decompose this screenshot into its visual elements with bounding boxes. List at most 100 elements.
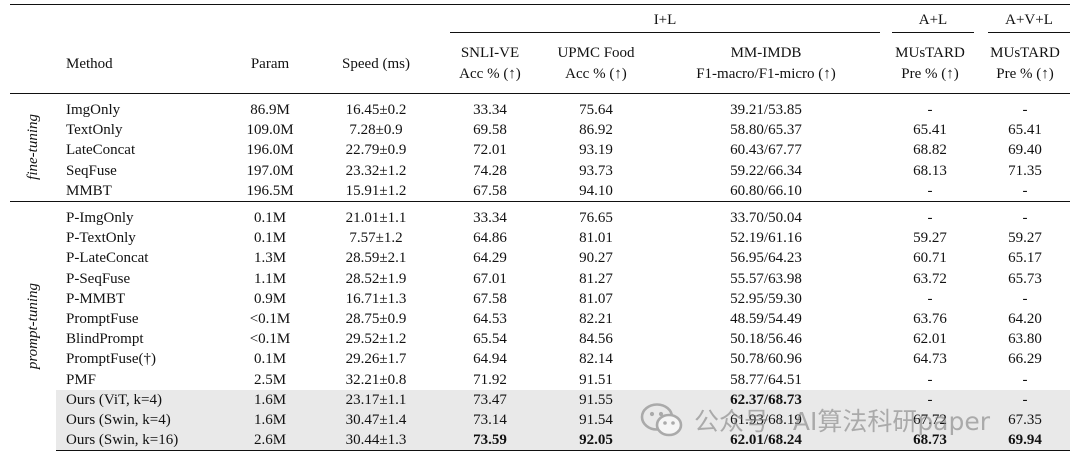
cell-upmc: 81.27: [579, 270, 613, 287]
cell-method: PromptFuse: [66, 311, 139, 328]
cell-method: P-MMBT: [66, 290, 126, 307]
table-row: PMF 2.5M 32.21±0.8 71.92 91.51 58.77/64.51 - -: [10, 370, 1070, 390]
cell-param: 109.0M: [246, 122, 294, 139]
cell-must-al: 63.76: [913, 311, 947, 328]
cell-upmc: 82.14: [579, 351, 613, 368]
cell-param: 196.5M: [246, 182, 294, 199]
cell-must-al: 68.82: [913, 142, 947, 159]
cell-method: PromptFuse(†): [66, 351, 156, 368]
col-header-upmc: UPMC Food Acc % (↑): [540, 35, 652, 94]
cell-must-al: 64.73: [913, 351, 947, 368]
section-divider: [10, 201, 1070, 209]
table-row: P-SeqFuse 1.1M 28.52±1.9 67.01 81.27 55.57/63…: [10, 269, 1070, 289]
cell-speed: 7.28±0.9: [349, 122, 403, 139]
cell-mmimdb: 60.43/67.77: [730, 142, 802, 159]
cell-must-avl: 64.20: [1008, 311, 1042, 328]
cell-snli: 64.86: [473, 230, 507, 247]
table-body: fine-tuning ImgOnly 86.9M 16.45±0.2 33.34 75.…: [10, 94, 1070, 452]
section-label: prompt-tuning: [24, 283, 41, 370]
cell-mmimdb: 56.95/64.23: [730, 250, 802, 267]
cell-must-avl: -: [1022, 210, 1028, 227]
watermark-text: 公众号 · AI算法科研paper: [694, 407, 991, 436]
cell-must-avl: 71.35: [1008, 162, 1042, 179]
group-label-al: A+L: [918, 11, 948, 28]
group-label-avl: A+V+L: [1005, 11, 1053, 28]
cell-upmc: 82.21: [579, 311, 613, 328]
cell-must-avl: 69.40: [1008, 142, 1042, 159]
cell-method: LateConcat: [66, 142, 136, 159]
cell-mmimdb: 50.78/60.96: [730, 351, 802, 368]
cell-must-avl: -: [1022, 371, 1028, 388]
col-header-mustard-avl: MUsTARD Pre % (↑): [980, 35, 1070, 94]
cell-upmc: 91.51: [579, 371, 613, 388]
cell-snli: 74.28: [473, 162, 507, 179]
cell-param: 2.6M: [228, 430, 312, 452]
cell-mmimdb: 62.37/68.73: [652, 389, 880, 411]
cell-method: MMBT: [66, 182, 112, 199]
cell-must-avl: 63.80: [1008, 331, 1042, 348]
cell-upmc: 81.07: [579, 290, 613, 307]
cell-must-al: -: [927, 371, 933, 388]
cell-speed: 28.75±0.9: [345, 311, 407, 328]
cell-must-al: 62.01: [913, 331, 947, 348]
cell-param: 1.3M: [253, 250, 287, 267]
cell-upmc: 84.56: [579, 331, 613, 348]
cell-upmc: 86.92: [579, 122, 613, 139]
cell-method: P-ImgOnly: [66, 210, 134, 227]
col-header-param: Param: [228, 35, 312, 94]
cell-must-al: -: [927, 182, 933, 199]
cell-upmc: 91.55: [540, 389, 652, 411]
cell-upmc: 94.10: [579, 182, 613, 199]
cell-upmc: 75.64: [579, 102, 613, 118]
table-row: prompt-tuning P-ImgOnly 0.1M 21.01±1.1 33.34…: [10, 208, 1070, 369]
cell-must-avl: 67.35: [980, 410, 1070, 431]
cell-mmimdb: 50.18/56.46: [730, 331, 802, 348]
table-row: Ours (Swin, k=4) 1.6M 30.47±1.4 73.14 91.54 6…: [10, 410, 1070, 431]
cell-method: ImgOnly: [66, 102, 121, 118]
cell-mmimdb: 61.93/68.19: [652, 410, 880, 431]
cell-must-al: 60.71: [913, 250, 947, 267]
col-header-speed: Speed (ms): [312, 35, 440, 94]
cell-mmimdb: 60.80/66.10: [730, 182, 802, 199]
cell-param: <0.1M: [249, 331, 291, 348]
cell-mmimdb: 48.59/54.49: [730, 311, 802, 328]
cell-param: 197.0M: [246, 162, 294, 179]
col-header-snli: SNLI-VE Acc % (↑): [440, 35, 540, 94]
cell-speed: 16.71±1.3: [345, 290, 407, 307]
cell-speed: 16.45±0.2: [345, 102, 407, 118]
cell-param: 1.6M: [228, 410, 312, 431]
table-row: SeqFuse 197.0M 23.32±1.2 74.28 93.73 59.22/66…: [10, 161, 1070, 181]
cell-speed: 29.26±1.7: [345, 351, 407, 368]
cell-method: Ours (Swin, k=16): [56, 430, 228, 452]
cell-speed: 30.44±1.3: [312, 430, 440, 452]
cell-speed: 21.01±1.1: [345, 210, 407, 227]
cell-must-avl: 66.29: [1008, 351, 1042, 368]
section-label: fine-tuning: [24, 114, 41, 181]
cell-param: 0.1M: [253, 210, 287, 227]
cell-param: 1.1M: [253, 270, 287, 287]
cell-mmimdb: 59.22/66.34: [730, 162, 802, 179]
cell-snli: 69.58: [473, 122, 507, 139]
table-row: P-TextOnly 0.1M 7.57±1.2 64.86 81.01 52.19/61…: [10, 228, 1070, 248]
wechat-icon: [640, 403, 683, 437]
cell-snli: 64.53: [473, 311, 507, 328]
cell-snli: 73.14: [440, 410, 540, 431]
cell-upmc: 90.27: [579, 250, 613, 267]
cell-mmimdb: 39.21/53.85: [730, 102, 802, 118]
cell-must-al: 67.72: [880, 410, 980, 431]
cell-upmc: 91.54: [540, 410, 652, 431]
col-header-mustard-al: MUsTARD Pre % (↑): [880, 35, 980, 94]
cell-must-al: 68.13: [913, 162, 947, 179]
table-row: P-MMBT 0.9M 16.71±1.3 67.58 81.07 52.95/59.30…: [10, 289, 1070, 309]
cell-must-al: 59.27: [913, 230, 947, 247]
cell-mmimdb: 52.19/61.16: [730, 230, 802, 247]
cell-mmimdb: 58.80/65.37: [730, 122, 802, 139]
cell-must-avl: -: [1022, 290, 1028, 307]
cell-must-avl: 59.27: [1008, 230, 1042, 247]
cell-speed: 23.32±1.2: [345, 162, 407, 179]
cell-param: 1.6M: [228, 389, 312, 411]
cell-method: SeqFuse: [66, 162, 117, 179]
cell-method: P-LateConcat: [66, 250, 149, 267]
table-row: TextOnly 109.0M 7.28±0.9 69.58 86.92 58.80/65…: [10, 120, 1070, 140]
watermark: 公众号 · AI算法科研paper: [640, 394, 1070, 446]
